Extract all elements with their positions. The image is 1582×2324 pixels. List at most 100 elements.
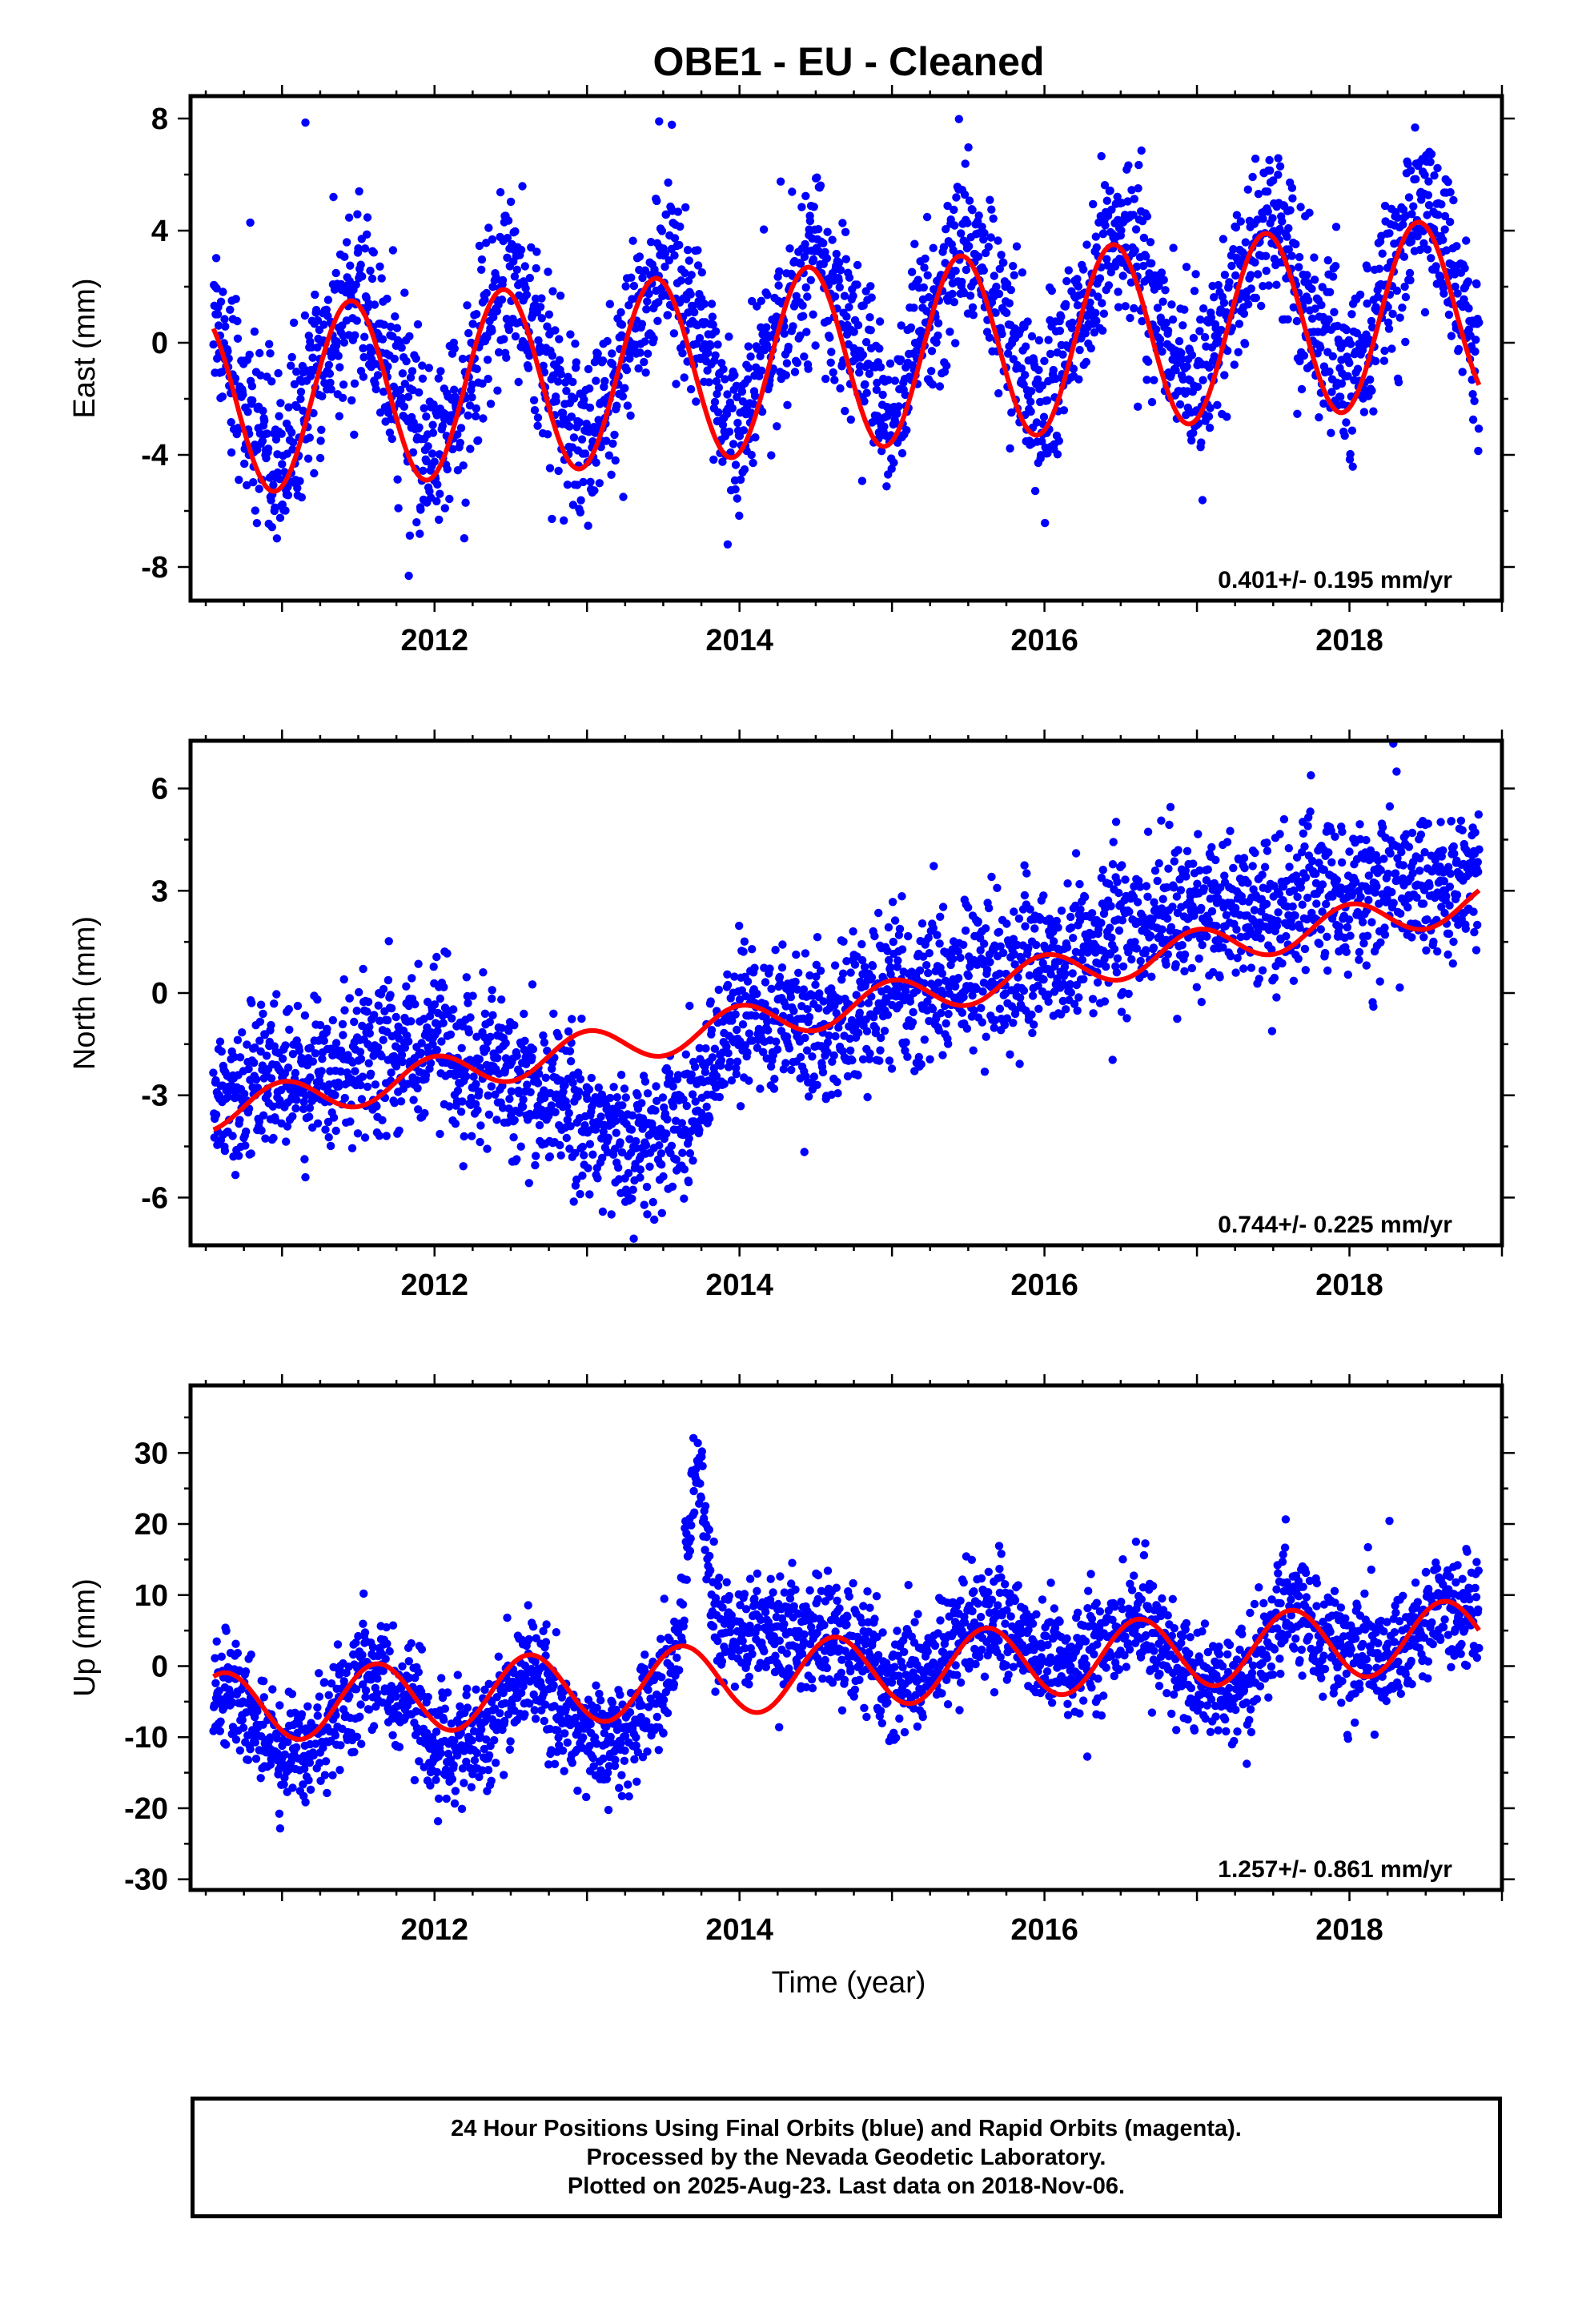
data-point	[288, 1112, 297, 1121]
data-point	[1347, 310, 1356, 319]
data-point	[1198, 496, 1207, 505]
data-point	[1347, 340, 1355, 348]
data-point	[1388, 309, 1397, 319]
data-point	[250, 327, 259, 336]
data-point	[537, 314, 546, 323]
data-point	[1076, 905, 1085, 914]
data-point	[383, 362, 392, 371]
data-point	[1404, 193, 1414, 202]
data-point	[1024, 943, 1033, 953]
data-point	[512, 265, 521, 274]
data-point	[451, 1120, 460, 1128]
data-point	[412, 354, 420, 363]
data-point	[855, 1008, 865, 1017]
data-point	[802, 1046, 812, 1055]
data-point	[882, 985, 892, 994]
data-point	[584, 521, 592, 530]
data-point	[669, 1082, 677, 1091]
data-point	[1142, 212, 1152, 221]
data-point	[1180, 305, 1189, 314]
data-point	[278, 1054, 287, 1063]
data-point	[919, 952, 928, 961]
data-point	[632, 1144, 640, 1153]
data-point	[1445, 217, 1455, 227]
data-point	[556, 1151, 565, 1160]
data-point	[662, 1129, 671, 1138]
data-point	[1155, 931, 1165, 941]
data-point	[1336, 392, 1345, 401]
data-point	[1009, 355, 1018, 364]
data-point	[257, 1126, 266, 1135]
data-point	[1284, 223, 1293, 233]
data-point	[560, 516, 568, 525]
data-point	[1168, 903, 1177, 911]
data-point	[855, 368, 864, 377]
data-point	[1138, 316, 1146, 326]
data-point	[1142, 376, 1151, 384]
data-point	[408, 974, 416, 983]
data-point	[776, 979, 785, 988]
data-point	[453, 1086, 463, 1096]
data-point	[1082, 240, 1091, 249]
data-point	[968, 991, 977, 1000]
data-point	[673, 207, 683, 216]
data-point	[580, 1151, 588, 1160]
data-point	[1230, 360, 1239, 369]
data-point	[982, 965, 992, 975]
data-point	[796, 1052, 805, 1062]
data-point	[373, 371, 383, 380]
data-point	[880, 1027, 889, 1035]
data-point	[1138, 912, 1147, 922]
x-tick-label: 2016	[1010, 624, 1078, 657]
data-point	[1006, 285, 1016, 295]
data-point	[382, 1132, 391, 1140]
data-point	[1086, 344, 1096, 353]
data-point	[936, 912, 945, 922]
data-point	[231, 1171, 240, 1180]
data-point	[974, 917, 983, 926]
data-point	[1442, 246, 1452, 255]
data-point	[1026, 407, 1035, 416]
data-point	[789, 322, 797, 331]
data-point	[339, 1031, 347, 1039]
data-point	[300, 311, 310, 320]
data-point	[725, 332, 733, 341]
data-point	[439, 1019, 448, 1027]
data-point	[568, 1078, 577, 1088]
data-point	[216, 297, 226, 306]
data-point	[436, 1129, 444, 1139]
data-point	[585, 1140, 595, 1148]
data-point	[288, 1050, 298, 1059]
data-point	[872, 385, 881, 394]
data-point	[258, 436, 267, 445]
data-point	[243, 1040, 251, 1049]
data-point	[533, 1079, 543, 1088]
data-point	[618, 392, 628, 401]
data-point	[805, 216, 815, 226]
data-point	[1146, 931, 1155, 940]
data-point	[398, 369, 408, 378]
data-point	[1161, 286, 1170, 295]
data-point	[271, 435, 281, 444]
data-point	[1234, 348, 1243, 356]
data-point	[829, 1051, 838, 1060]
data-point	[373, 1043, 383, 1052]
data-point	[1150, 866, 1160, 875]
data-point	[468, 991, 477, 1000]
data-point	[745, 1076, 753, 1085]
data-point	[1002, 919, 1011, 928]
data-point	[1002, 308, 1011, 317]
data-point	[233, 316, 242, 326]
data-point	[917, 1059, 926, 1069]
data-point	[1079, 265, 1088, 274]
data-point	[1162, 960, 1170, 969]
data-point	[1345, 359, 1354, 368]
data-point	[796, 259, 805, 268]
data-point	[1043, 448, 1052, 458]
data-point	[1194, 830, 1203, 838]
data-point	[690, 1063, 700, 1072]
data-point	[965, 242, 974, 251]
data-point	[893, 956, 902, 965]
data-point	[223, 1092, 233, 1101]
data-point	[1098, 866, 1108, 875]
